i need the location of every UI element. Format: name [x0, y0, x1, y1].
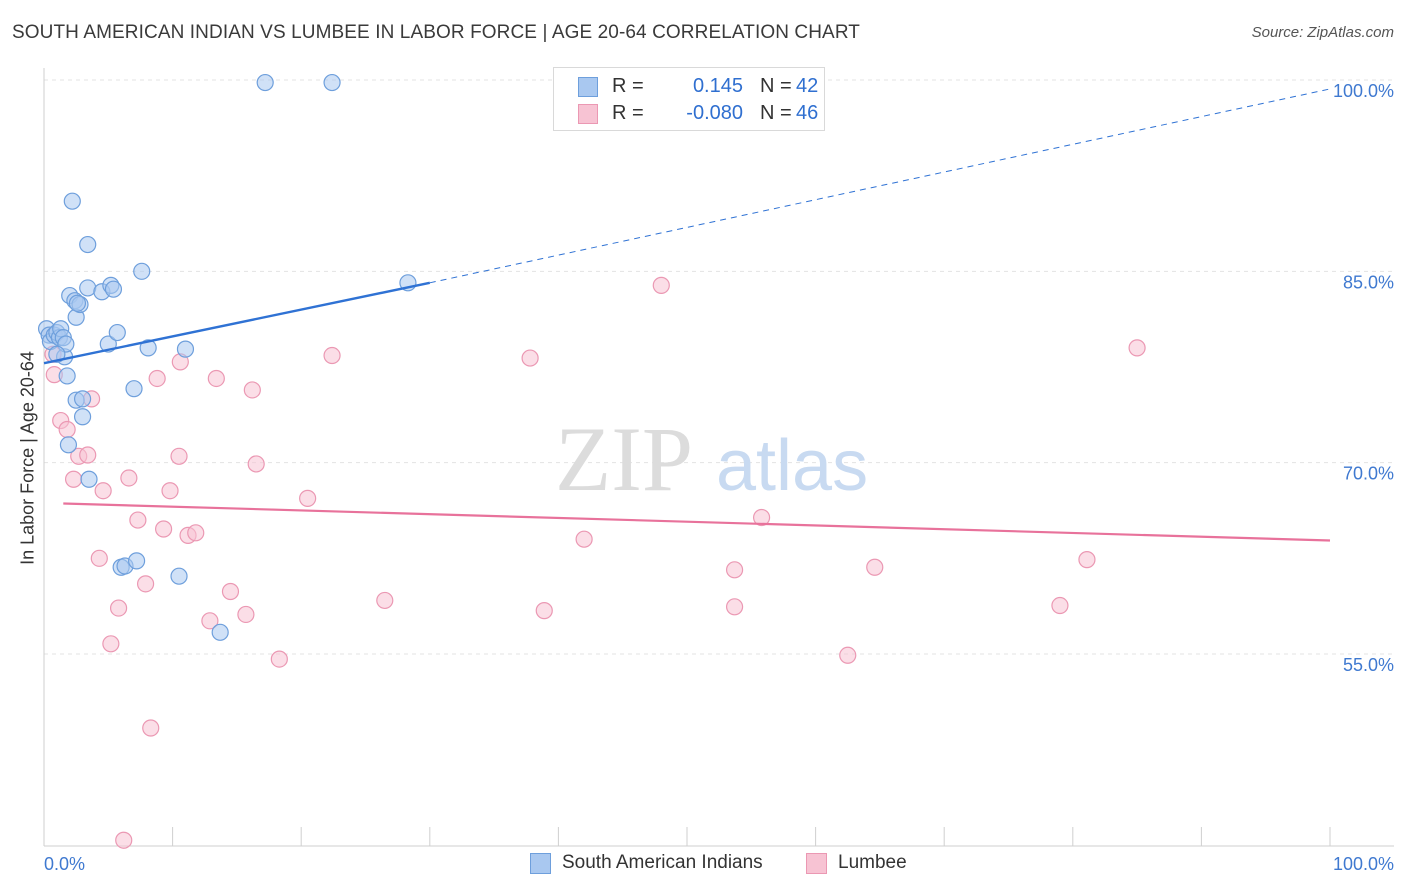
lumbee-point — [243, 381, 261, 399]
lumbee-point — [376, 591, 394, 610]
lumbee-point — [839, 646, 857, 664]
lumbee-point — [148, 369, 166, 388]
legend-r-label: R = — [612, 102, 644, 124]
lumbee-point — [725, 598, 744, 616]
zipatlas-watermark: ZIP atlas — [555, 408, 868, 510]
south-american-indian-point — [80, 470, 98, 488]
lumbee-point — [58, 420, 76, 439]
lumbee-point — [1078, 551, 1096, 569]
lumbee-point — [270, 650, 288, 668]
lumbee-point — [221, 582, 240, 601]
y-tick-labels: 55.0% 70.0% 85.0% 100.0% — [1333, 81, 1394, 675]
x-tick-label-max: 100.0% — [1333, 854, 1394, 874]
lumbee-point — [120, 469, 138, 487]
lumbee-point — [201, 612, 219, 630]
lumbee-point — [866, 558, 884, 576]
south-american-indian-point — [176, 340, 195, 358]
south-american-indian-point — [211, 623, 229, 641]
legend-n-label: N = — [760, 102, 792, 124]
south-american-indian-point — [73, 390, 92, 408]
south-american-indian-point — [73, 408, 92, 426]
lumbee-point — [1128, 339, 1146, 357]
lumbee-point — [725, 561, 744, 579]
chart-title: SOUTH AMERICAN INDIAN VS LUMBEE IN LABOR… — [12, 22, 861, 43]
x-tick-label-min: 0.0% — [44, 854, 85, 874]
legend-swatch-pink — [806, 853, 827, 874]
stats-legend: R = 0.145 N = 42 R = -0.080 N = 46 — [553, 67, 825, 131]
y-tick-label: 70.0% — [1343, 464, 1394, 484]
lumbee-point — [109, 599, 128, 617]
lumbee-point — [64, 470, 83, 488]
lumbee-point — [102, 635, 120, 653]
legend-label: Lumbee — [838, 852, 907, 873]
source-credit: Source: ZipAtlas.com — [1252, 24, 1394, 41]
lumbee-point — [237, 605, 255, 624]
south-american-indian-point — [133, 262, 151, 280]
south-american-indian-point — [79, 235, 97, 254]
lumbee-point — [187, 524, 205, 542]
lumbee-point — [207, 369, 225, 388]
legend-label: South American Indians — [562, 852, 763, 873]
source-link[interactable]: ZipAtlas.com — [1307, 24, 1394, 41]
lumbee-point — [323, 346, 341, 365]
lumbee-point — [247, 455, 265, 473]
gridlines — [44, 79, 1394, 655]
lumbee-points — [44, 276, 1146, 849]
south-american-indian-point — [104, 280, 123, 298]
trend-line-south-american-indians — [43, 281, 431, 365]
south-american-indian-point — [108, 323, 126, 342]
lumbee-point — [652, 276, 670, 294]
lumbee-point — [154, 520, 173, 538]
south-american-indian-point — [68, 294, 87, 312]
legend-swatch-pink — [578, 104, 598, 124]
legend-n-value: 42 — [796, 75, 819, 97]
lumbee-point — [136, 575, 155, 593]
legend-n-label: N = — [760, 75, 792, 97]
south-american-indian-point — [58, 367, 76, 385]
legend-swatch-blue — [530, 853, 551, 874]
south-american-indian-point — [48, 345, 66, 363]
lumbee-point — [129, 511, 147, 529]
south-american-indian-point — [256, 73, 274, 92]
x-axis-ticks — [172, 827, 1331, 846]
lumbee-point — [94, 482, 112, 500]
lumbee-point — [170, 447, 188, 465]
lumbee-point — [752, 508, 771, 527]
watermark-zip: ZIP — [555, 408, 693, 510]
lumbee-point — [535, 602, 553, 620]
south-american-indian-point — [127, 552, 146, 570]
trend-line-lumbee — [63, 502, 1331, 542]
y-tick-label: 55.0% — [1343, 655, 1394, 675]
lumbee-point — [115, 831, 133, 849]
south-american-indians-points — [37, 73, 417, 641]
south-american-indian-point — [63, 192, 81, 210]
south-american-indian-point — [125, 380, 143, 398]
lumbee-point — [299, 489, 317, 507]
y-tick-label: 85.0% — [1343, 272, 1394, 292]
lumbee-point — [521, 349, 539, 367]
legend-r-value: -0.080 — [686, 102, 743, 124]
legend-swatch-blue — [578, 77, 598, 97]
legend-n-value: 46 — [796, 102, 819, 124]
watermark-atlas: atlas — [716, 426, 868, 506]
lumbee-point — [575, 530, 593, 548]
south-american-indian-point — [79, 279, 97, 297]
south-american-indian-point — [59, 436, 78, 454]
south-american-indian-point — [323, 73, 341, 92]
y-tick-label: 100.0% — [1333, 81, 1394, 101]
lumbee-point — [90, 549, 108, 567]
lumbee-point — [161, 482, 179, 500]
lumbee-point — [79, 446, 97, 464]
trend-lines — [43, 88, 1331, 542]
source-label: Source: — [1251, 24, 1304, 41]
south-american-indian-point — [170, 567, 188, 585]
y-axis-label: In Labor Force | Age 20-64 — [17, 351, 38, 565]
legend-r-label: R = — [612, 75, 644, 97]
legend-r-value: 0.145 — [692, 75, 743, 97]
lumbee-point — [1051, 596, 1069, 615]
lumbee-point — [142, 719, 160, 737]
south-american-indian-point — [139, 339, 157, 357]
